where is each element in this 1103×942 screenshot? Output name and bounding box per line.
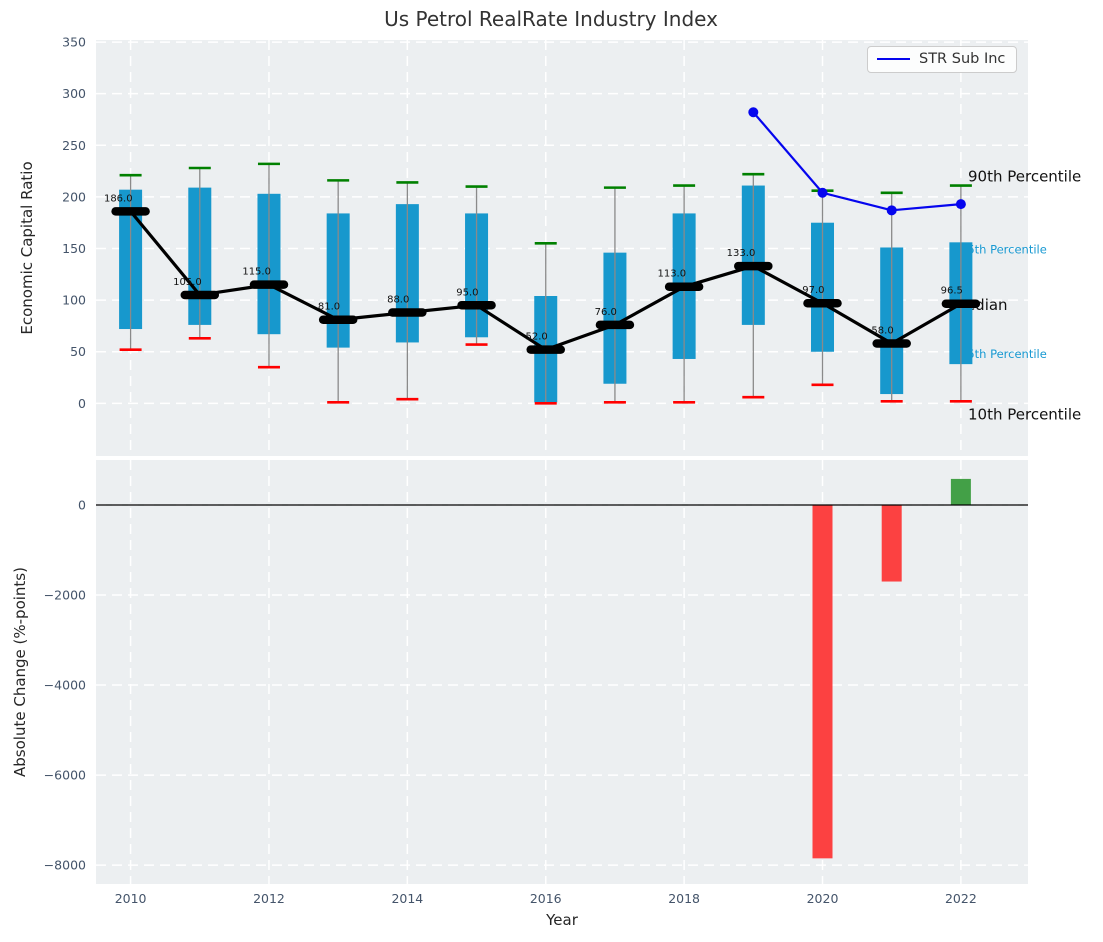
top-y-tick-0: 0 [78, 396, 86, 411]
median-value-label-2018: 113.0 [657, 269, 686, 280]
x-axis-label: Year [546, 911, 578, 929]
top-y-tick-150: 150 [62, 241, 86, 256]
annotation-10th-percentile: 10th Percentile [968, 405, 1081, 423]
median-value-label-2011: 105.0 [173, 277, 202, 288]
x-tick-2022: 2022 [945, 891, 977, 906]
x-tick-2018: 2018 [668, 891, 700, 906]
top-y-tick-300: 300 [62, 86, 86, 101]
median-value-label-2019: 133.0 [727, 248, 756, 259]
bottom-panel-background [96, 460, 1028, 884]
median-value-label-2015: 95.0 [456, 287, 478, 298]
bottom-y-tick--8000: −8000 [44, 858, 86, 873]
str-point-2019 [748, 107, 759, 118]
annotation-25th-percentile: 25th Percentile [960, 347, 1047, 361]
bottom-y-tick--2000: −2000 [44, 588, 86, 603]
bottom-y-tick--6000: −6000 [44, 768, 86, 783]
bottom-y-tick--4000: −4000 [44, 678, 86, 693]
median-value-label-2010: 186.0 [104, 193, 133, 204]
x-tick-2020: 2020 [807, 891, 839, 906]
bottom-y-tick-0: 0 [78, 498, 86, 513]
top-y-axis-label: Economic Capital Ratio [18, 161, 36, 335]
legend-line-swatch [877, 58, 910, 60]
legend: STR Sub Inc [867, 46, 1018, 73]
top-y-tick-50: 50 [70, 344, 86, 359]
median-value-label-2016: 52.0 [525, 332, 547, 343]
str-point-2022 [955, 199, 966, 210]
str-point-2021 [886, 205, 897, 216]
median-value-label-2012: 115.0 [242, 267, 271, 278]
str-sub-inc-line [752, 111, 961, 212]
top-y-tick-200: 200 [62, 189, 86, 204]
x-tick-2012: 2012 [253, 891, 285, 906]
bottom-y-axis-label: Absolute Change (%-points) [11, 567, 29, 777]
chart-title: Us Petrol RealRate Industry Index [384, 7, 718, 31]
annotation-75th-percentile: 75th Percentile [960, 243, 1047, 257]
median-value-label-2022: 96.5 [941, 286, 963, 297]
top-y-tick-100: 100 [62, 293, 86, 308]
x-tick-2016: 2016 [530, 891, 562, 906]
bar-2021 [881, 505, 902, 582]
median-value-label-2021: 58.0 [871, 325, 893, 336]
legend-label: STR Sub Inc [919, 51, 1006, 67]
bar-2022 [950, 478, 971, 506]
median-value-label-2017: 76.0 [595, 307, 617, 318]
median-value-label-2014: 88.0 [387, 295, 409, 306]
annotation-90th-percentile: 90th Percentile [968, 167, 1081, 185]
str-point-2020 [817, 187, 828, 198]
top-y-tick-250: 250 [62, 138, 86, 153]
bar-2020 [812, 505, 833, 859]
median-value-label-2013: 81.0 [318, 302, 340, 313]
top-y-tick-350: 350 [62, 35, 86, 50]
median-value-label-2020: 97.0 [802, 285, 824, 296]
x-tick-2014: 2014 [391, 891, 423, 906]
x-tick-2010: 2010 [115, 891, 147, 906]
